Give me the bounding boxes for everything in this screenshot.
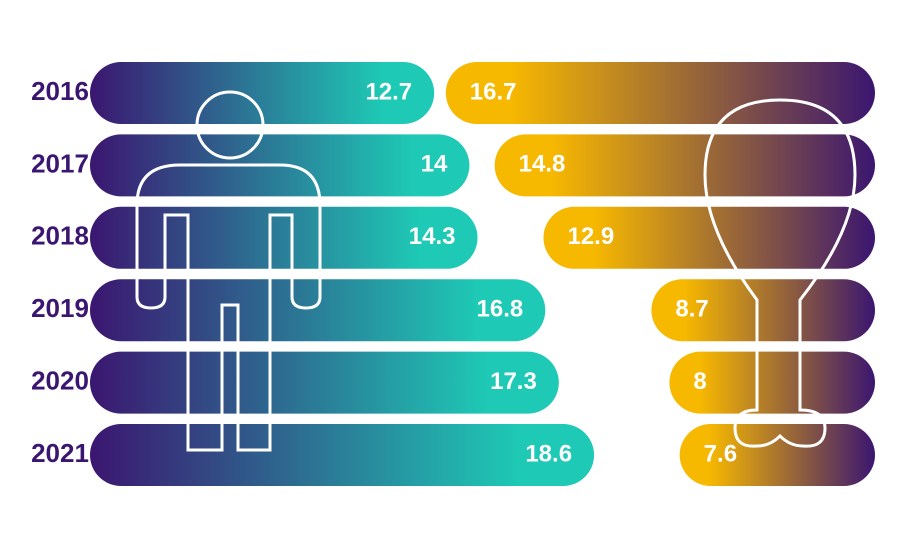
bar-right xyxy=(679,424,875,486)
value-label: 12.7 xyxy=(365,78,412,105)
value-label: 14 xyxy=(421,151,448,178)
value-label: 8 xyxy=(693,368,706,395)
bar-right xyxy=(651,279,875,342)
drumstick xyxy=(703,98,857,448)
bar-right xyxy=(543,206,875,269)
bar-left xyxy=(90,62,435,124)
bar-left xyxy=(90,351,559,414)
bars xyxy=(90,62,875,486)
year-label: 2019 xyxy=(31,293,89,323)
bar-right xyxy=(445,62,875,124)
labels: 2016 12.7 16.7 2017 14 14.8 2018 14.3 12.9 2019 16… xyxy=(31,76,737,468)
value-label: 14.3 xyxy=(409,223,456,250)
value-label: 17.3 xyxy=(490,368,537,395)
year-label: 2016 xyxy=(31,76,89,106)
value-label: 14.8 xyxy=(519,151,566,178)
bar-right xyxy=(494,134,875,197)
bar-right xyxy=(669,351,875,414)
bar-left xyxy=(90,279,546,342)
person-head xyxy=(195,90,265,160)
value-label: 18.6 xyxy=(525,440,572,467)
person-body xyxy=(135,163,322,452)
value-label: 7.6 xyxy=(704,440,737,467)
icons xyxy=(135,90,857,452)
value-label: 8.7 xyxy=(675,296,708,323)
year-label: 2021 xyxy=(31,438,89,468)
value-label: 12.9 xyxy=(567,223,614,250)
value-label: 16.8 xyxy=(477,296,524,323)
year-label: 2017 xyxy=(31,148,89,178)
bar-left xyxy=(90,424,595,486)
year-label: 2020 xyxy=(31,365,89,395)
year-label: 2018 xyxy=(31,221,89,251)
value-label: 16.7 xyxy=(470,78,517,105)
